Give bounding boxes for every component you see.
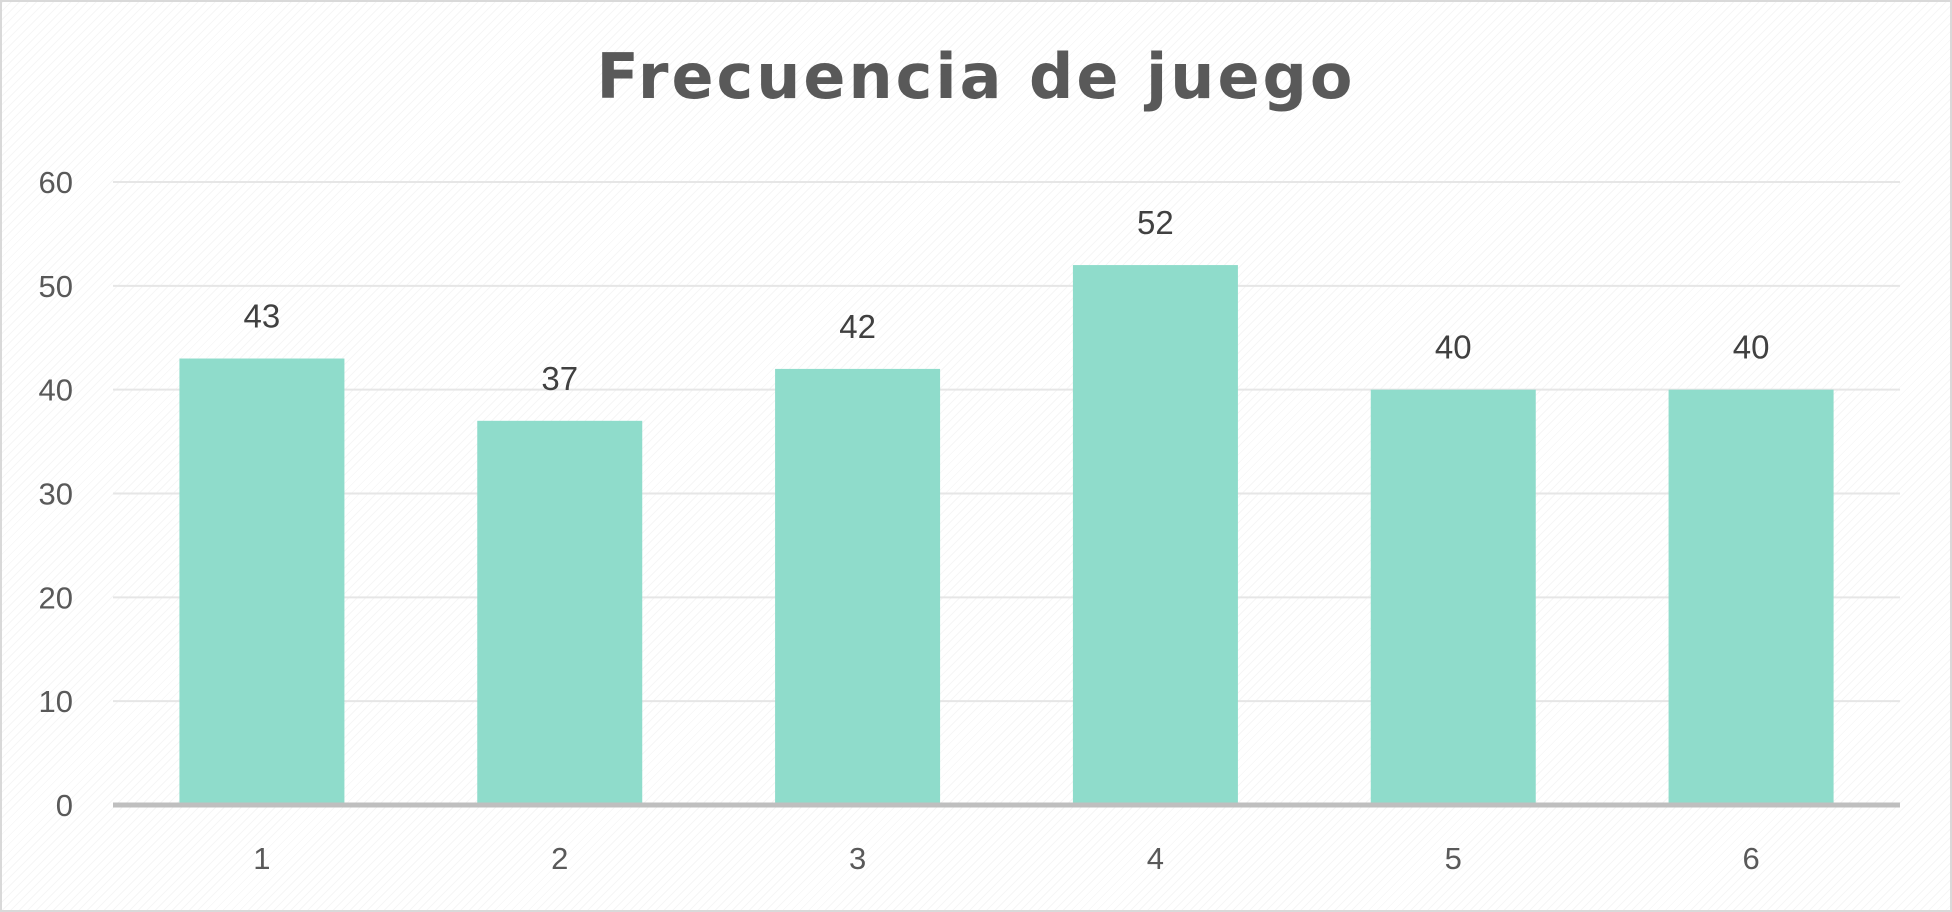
y-tick-label: 20 [39, 580, 73, 615]
bar [1370, 389, 1536, 805]
data-label: 37 [541, 360, 578, 397]
gridlines [113, 181, 1900, 703]
bars [179, 265, 1834, 806]
data-label: 40 [1733, 329, 1770, 366]
bar [477, 420, 643, 805]
data-label: 40 [1435, 329, 1472, 366]
y-tick-label: 30 [39, 477, 73, 512]
bar [1668, 389, 1834, 805]
x-tick-label: 1 [253, 841, 270, 876]
data-label: 52 [1137, 204, 1174, 241]
x-tick-label: 3 [849, 841, 866, 876]
x-tick-label: 5 [1445, 841, 1462, 876]
data-label: 42 [839, 308, 876, 345]
bar [179, 358, 345, 805]
y-tick-label: 60 [39, 165, 73, 200]
y-tick-label: 0 [56, 788, 73, 823]
data-label: 43 [244, 298, 281, 335]
bar [1072, 265, 1238, 806]
data-labels: 43 37 42 52 40 40 [244, 204, 1770, 397]
chart-title: Frecuencia de juego [596, 40, 1356, 113]
y-tick-label: 50 [39, 269, 73, 304]
bar [775, 368, 941, 805]
y-tick-label: 40 [39, 373, 73, 408]
x-tick-label: 4 [1147, 841, 1164, 876]
x-tick-label: 2 [551, 841, 568, 876]
axes: 0 10 20 30 40 50 60 1 2 3 4 5 6 [39, 165, 1900, 876]
y-tick-label: 10 [39, 684, 73, 719]
x-tick-label: 6 [1742, 841, 1759, 876]
